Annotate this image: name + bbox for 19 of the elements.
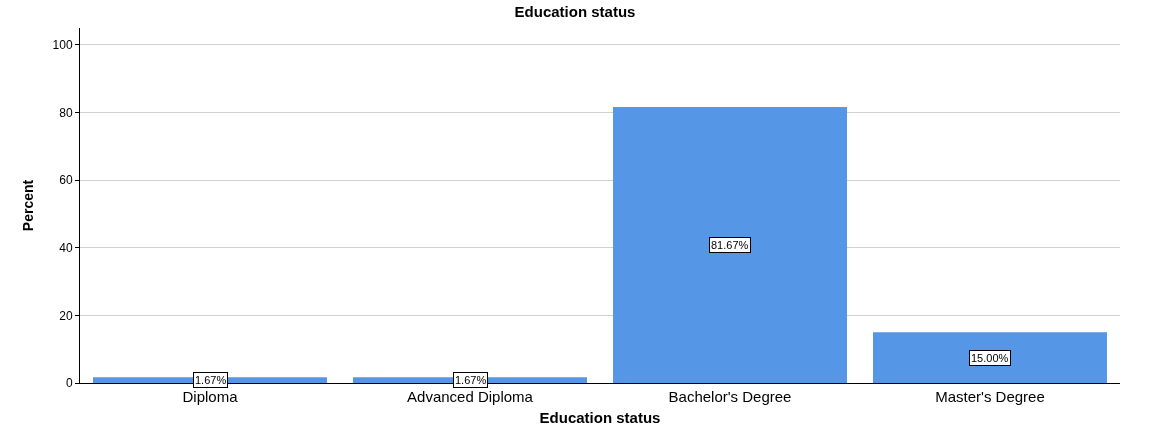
y-tick-label: 60: [59, 173, 73, 188]
y-tick-label: 100: [52, 38, 73, 53]
x-tick-label: Master's Degree: [935, 388, 1045, 405]
bar: [873, 332, 1107, 383]
data-label: 15.00%: [971, 352, 1009, 364]
y-tick-label: 0: [65, 376, 73, 391]
data-label: 81.67%: [711, 239, 749, 251]
chart-title: Education status: [514, 3, 636, 21]
data-label: 1.67%: [195, 374, 227, 386]
y-tick-label: 40: [59, 240, 73, 255]
x-tick-label: Diploma: [182, 388, 239, 405]
y-tick-label: 80: [59, 105, 73, 120]
x-tick-label: Advanced Diploma: [407, 388, 534, 405]
bar: [613, 106, 847, 383]
x-axis-title: Education status: [539, 409, 661, 426]
data-label: 1.67%: [455, 374, 487, 386]
y-axis-title: Percent: [20, 179, 37, 232]
x-tick-label: Bachelor's Degree: [668, 388, 792, 405]
y-tick-label: 20: [59, 308, 73, 323]
